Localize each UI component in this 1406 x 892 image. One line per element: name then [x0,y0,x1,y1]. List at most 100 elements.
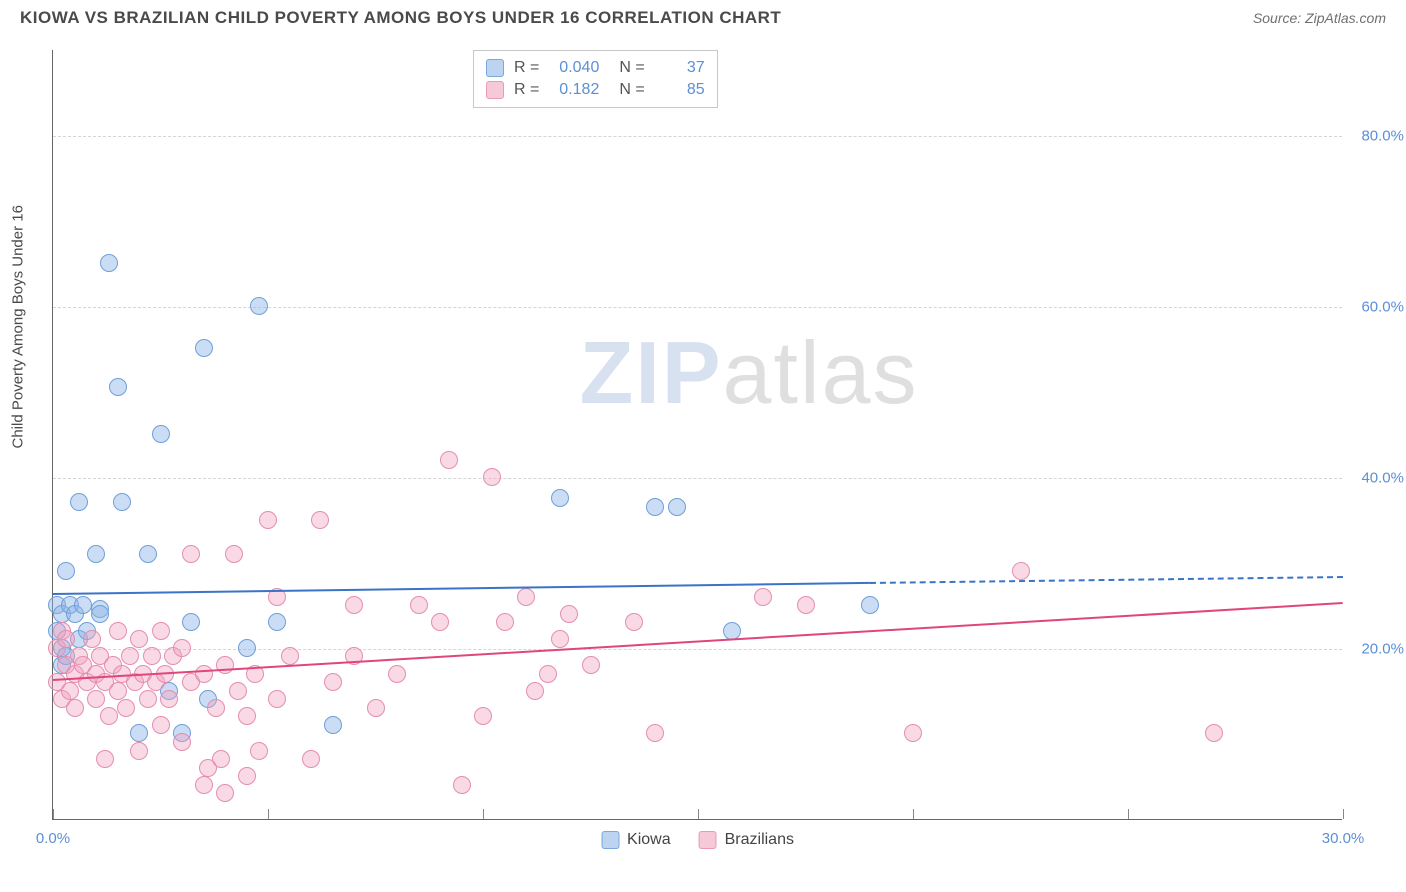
data-point [61,682,79,700]
data-point [1205,724,1223,742]
data-point [324,716,342,734]
data-point [195,665,213,683]
data-point [238,767,256,785]
data-point [646,724,664,742]
legend-label: Brazilians [725,831,794,849]
x-tick [698,809,699,819]
x-tick [913,809,914,819]
data-point [551,489,569,507]
source-attribution: Source: ZipAtlas.com [1253,10,1386,26]
data-point [100,254,118,272]
series-legend: Kiowa Brazilians [601,831,794,849]
stat-r-label: R = [514,81,539,99]
data-point [625,613,643,631]
data-point [238,639,256,657]
data-point [212,750,230,768]
data-point [754,588,772,606]
scatter-chart: ZIPatlas R =0.040N =37R =0.182N =85 Kiow… [52,50,1342,820]
legend-label: Kiowa [627,831,671,849]
data-point [195,339,213,357]
data-point [57,630,75,648]
data-point [410,596,428,614]
series-swatch [486,59,504,77]
y-tick-label: 60.0% [1361,298,1404,315]
data-point [117,699,135,717]
data-point [311,511,329,529]
data-point [83,630,101,648]
data-point [57,562,75,580]
data-point [96,750,114,768]
data-point [517,588,535,606]
data-point [367,699,385,717]
chart-title: KIOWA VS BRAZILIAN CHILD POVERTY AMONG B… [20,8,781,28]
data-point [139,690,157,708]
x-tick [268,809,269,819]
data-point [173,639,191,657]
data-point [250,297,268,315]
stat-n-value: 85 [655,81,705,99]
data-point [259,511,277,529]
gridline-horizontal [53,478,1342,479]
data-point [797,596,815,614]
data-point [345,596,363,614]
data-point [526,682,544,700]
watermark: ZIPatlas [580,322,919,424]
data-point [324,673,342,691]
x-tick [483,809,484,819]
data-point [225,545,243,563]
data-point [861,596,879,614]
data-point [483,468,501,486]
series-swatch [486,81,504,99]
legend-swatch [699,831,717,849]
data-point [152,716,170,734]
data-point [121,647,139,665]
data-point [582,656,600,674]
data-point [143,647,161,665]
data-point [139,545,157,563]
x-tick [1343,809,1344,819]
data-point [904,724,922,742]
stat-n-value: 37 [655,59,705,77]
legend-swatch [601,831,619,849]
data-point [173,733,191,751]
data-point [250,742,268,760]
data-point [152,425,170,443]
data-point [207,699,225,717]
x-tick [1128,809,1129,819]
stat-r-value: 0.040 [549,59,599,77]
data-point [91,605,109,623]
data-point [668,498,686,516]
gridline-horizontal [53,136,1342,137]
data-point [1012,562,1030,580]
data-point [109,622,127,640]
legend-item: Kiowa [601,831,671,849]
data-point [195,776,213,794]
legend-item: Brazilians [699,831,794,849]
data-point [216,656,234,674]
stats-row: R =0.040N =37 [486,57,705,79]
data-point [130,630,148,648]
stat-r-label: R = [514,59,539,77]
data-point [216,784,234,802]
data-point [113,493,131,511]
data-point [560,605,578,623]
trend-line [870,576,1343,584]
data-point [440,451,458,469]
data-point [551,630,569,648]
data-point [539,665,557,683]
stat-r-value: 0.182 [549,81,599,99]
data-point [70,493,88,511]
trend-line [53,582,870,595]
y-tick-label: 20.0% [1361,640,1404,657]
data-point [281,647,299,665]
x-tick-label: 0.0% [36,830,70,847]
data-point [130,742,148,760]
data-point [474,707,492,725]
data-point [109,378,127,396]
y-tick-label: 80.0% [1361,127,1404,144]
data-point [66,699,84,717]
y-tick-label: 40.0% [1361,469,1404,486]
data-point [302,750,320,768]
data-point [160,690,178,708]
data-point [229,682,247,700]
